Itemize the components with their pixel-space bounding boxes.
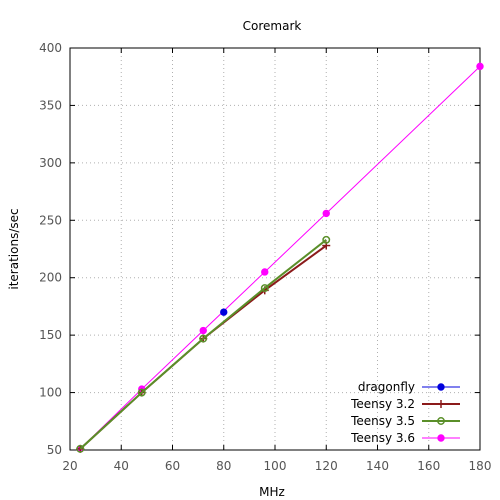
legend-label: Teensy 3.6 bbox=[350, 431, 415, 445]
series-dragonfly bbox=[220, 308, 228, 316]
x-tick-label: 100 bbox=[264, 459, 287, 473]
data-point-teensy-3-5 bbox=[260, 284, 269, 293]
data-point-teensy-3-6 bbox=[322, 209, 330, 218]
series-line-teensy-3-6 bbox=[79, 66, 481, 450]
x-tick-label: 60 bbox=[165, 459, 180, 473]
data-point-teensy-3-6 bbox=[261, 268, 269, 276]
data-point-teensy-3-6 bbox=[199, 326, 207, 335]
y-tick-label: 350 bbox=[39, 98, 62, 112]
y-tick-label: 100 bbox=[39, 386, 62, 400]
y-tick-label: 400 bbox=[39, 41, 62, 55]
series-teensy-3-5 bbox=[76, 235, 331, 453]
chart-title: Coremark bbox=[243, 19, 302, 33]
legend-marker bbox=[437, 434, 445, 442]
series-line-teensy-3-5 bbox=[79, 239, 327, 450]
legend-entry-teensy-3-2: Teensy 3.2 bbox=[350, 397, 460, 411]
x-tick-label: 120 bbox=[315, 459, 338, 473]
legend-label: Teensy 3.2 bbox=[350, 397, 415, 411]
x-tick-label: 40 bbox=[114, 459, 129, 473]
legend: dragonfly Teensy 3.2 Teensy 3.5 Teensy 3.6 bbox=[350, 380, 460, 445]
x-tick-label: 160 bbox=[417, 459, 440, 473]
y-axis-label: iterations/sec bbox=[7, 208, 21, 289]
legend-entry-dragonfly: dragonfly bbox=[358, 380, 460, 394]
x-axis-label: MHz bbox=[259, 485, 285, 499]
grid bbox=[70, 48, 480, 450]
x-tick-label: 180 bbox=[469, 459, 492, 473]
legend-marker bbox=[437, 417, 445, 425]
y-tick-label: 50 bbox=[47, 443, 62, 457]
legend-label: Teensy 3.5 bbox=[350, 414, 415, 428]
x-tick-label: 80 bbox=[216, 459, 231, 473]
y-tick-label: 250 bbox=[39, 213, 62, 227]
y-tick-label: 300 bbox=[39, 156, 62, 170]
x-tick-label: 140 bbox=[366, 459, 389, 473]
data-point-teensy-3-6 bbox=[476, 62, 484, 71]
series-layer bbox=[76, 62, 484, 453]
y-tick-label: 200 bbox=[39, 271, 62, 285]
x-tick-label: 20 bbox=[62, 459, 77, 473]
data-point-dragonfly bbox=[220, 308, 228, 316]
axis-ticks: 20 40 60 80 100 120 140 160 180 50 100 150 200 250 300… bbox=[39, 41, 491, 473]
legend-marker bbox=[437, 383, 445, 391]
data-point-teensy-3-5 bbox=[137, 388, 146, 397]
legend-marker bbox=[437, 400, 445, 408]
legend-entry-teensy-3-6: Teensy 3.6 bbox=[350, 431, 460, 445]
y-tick-label: 150 bbox=[39, 328, 62, 342]
data-point-teensy-3-5 bbox=[76, 444, 85, 453]
legend-entry-teensy-3-5: Teensy 3.5 bbox=[350, 414, 460, 428]
data-point-teensy-3-5 bbox=[322, 235, 331, 244]
legend-label: dragonfly bbox=[358, 380, 415, 394]
data-point-teensy-3-5 bbox=[199, 334, 208, 343]
